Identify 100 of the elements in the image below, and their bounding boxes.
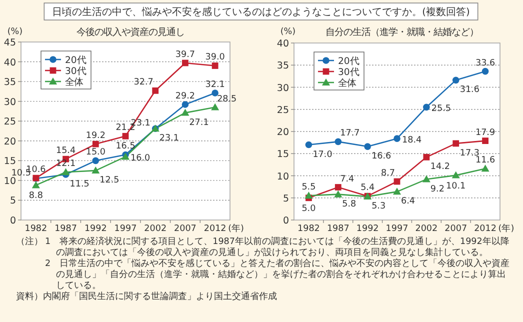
data-label: 15.0 (86, 148, 106, 158)
data-label: 28.5 (217, 94, 237, 104)
point (62, 168, 70, 176)
legend-label: 20代 (338, 56, 359, 67)
legend-label: 30代 (338, 67, 359, 78)
y-tick-label: 35 (4, 77, 16, 88)
data-label: 32.7 (134, 78, 154, 88)
point (393, 188, 401, 195)
text: （注） (16, 237, 43, 248)
y-tick-label: 5 (282, 193, 289, 204)
point (32, 181, 40, 188)
point (394, 135, 400, 142)
x-tick-label: 2012 (204, 224, 226, 234)
data-label: 39.0 (205, 52, 226, 63)
y-tick-label: 10 (276, 171, 289, 182)
text: 日頃の生活の中で、悩みや不安を感じているのはどのようなことについてですか。(複数回答) (52, 6, 470, 18)
point (212, 62, 218, 69)
data-label: 25.5 (431, 104, 452, 114)
y-tick-label: 20 (276, 127, 289, 138)
point (482, 68, 489, 75)
y-tick-label: 0 (282, 216, 289, 226)
point (182, 60, 188, 66)
data-label: 7.4 (340, 174, 355, 184)
data-label: 11.6 (475, 156, 496, 166)
point (92, 140, 99, 148)
y-tick-label: 20 (4, 136, 16, 148)
legend-label: 全体 (338, 78, 356, 89)
x-tick-label: 1987 (326, 224, 350, 234)
data-label: 23.1 (159, 134, 179, 144)
legend-label: 全体 (65, 77, 83, 88)
x-tick-label: 1987 (54, 224, 77, 234)
data-label: 12.5 (100, 176, 120, 186)
point (212, 90, 218, 96)
point (423, 104, 430, 111)
point (481, 164, 490, 172)
chart-title: 自分の生活（進学・就職・結婚など） (326, 27, 478, 38)
x-axis-title: (年) (498, 223, 514, 234)
data-label: 18.4 (402, 136, 422, 146)
y-tick-label: 30 (4, 96, 16, 108)
x-tick-label: 2002 (415, 224, 438, 234)
data-label: 16.5 (116, 142, 136, 152)
point (422, 175, 430, 182)
data-label: 15.4 (56, 146, 76, 156)
point (305, 141, 312, 148)
x-tick-label: 2007 (174, 224, 196, 234)
x-tick-label: 1997 (386, 224, 408, 234)
data-label: 5.0 (302, 204, 316, 214)
data-label: 29.2 (175, 92, 196, 102)
legend-label: 30代 (65, 66, 86, 77)
y-axis-title: (%) (7, 27, 23, 37)
data-label: 5.3 (372, 202, 386, 212)
legend-label: 20代 (65, 55, 86, 66)
point (452, 140, 460, 147)
data-label: 19.2 (86, 131, 106, 142)
data-label: 16.6 (372, 152, 392, 162)
chart-subtitle: 今後の収入や資産の見通し (76, 27, 184, 38)
point (452, 171, 460, 178)
x-tick-label: 2007 (444, 224, 468, 234)
text: 資料）内閣府「国民生活に関する世論調査」より国土交通省作成 (16, 292, 278, 303)
point (364, 143, 371, 150)
y-axis-title: (%) (280, 27, 296, 37)
y-tick-label: 15 (4, 156, 16, 168)
point (92, 166, 100, 174)
data-label: 39.7 (175, 50, 196, 60)
y-tick-label: 30 (276, 82, 289, 94)
y-tick-label: 10 (4, 176, 16, 187)
point (423, 154, 430, 160)
data-label: 31.6 (460, 85, 480, 96)
point (482, 138, 488, 144)
x-tick-label: 1992 (356, 224, 379, 234)
data-label: 32.1 (205, 80, 225, 90)
point (334, 190, 342, 198)
y-tick-label: 25 (4, 116, 16, 128)
text: 2 日常生活の中で「悩みや不安を感じている」と答えた者の割合に、悩みや不安の内容として「今後の収入や資産の見通し」「自分の生活（進学・就職・結婚など）」を挙げた者の割合をそれぞれかけ合わせることにより算出している。 (44, 259, 511, 292)
text: 1 将来の経済状況に関する項目として、1987年以前の調査においては「今後の生活費の見通し」が、1992年以降の調査においては「今後の収入や資産の見通し」が設けられており、両項目を同義と見なし集計している。 (45, 237, 510, 258)
data-label: 17.7 (340, 128, 360, 139)
data-label: 17.0 (312, 150, 333, 160)
data-label: 14.2 (430, 162, 450, 172)
point (92, 157, 100, 164)
data-label: 9.2 (430, 184, 444, 194)
data-label: 8.8 (28, 191, 43, 202)
data-label: 10.1 (446, 181, 466, 192)
x-tick-label: 1997 (114, 224, 137, 234)
y-tick-label: 0 (10, 216, 16, 226)
point (152, 87, 159, 94)
point (122, 132, 129, 140)
data-label: 5.8 (342, 199, 356, 210)
y-tick-label: 40 (4, 57, 16, 68)
y-tick-label: 35 (276, 60, 289, 72)
x-axis-title: (年) (228, 223, 244, 234)
data-label: 5.4 (360, 183, 375, 194)
point (304, 192, 313, 199)
point (334, 138, 342, 146)
x-tick-label: 2002 (144, 224, 167, 234)
data-label: 17.9 (475, 128, 496, 138)
point (182, 101, 189, 108)
data-label: 11.5 (70, 180, 90, 190)
point (334, 184, 342, 190)
x-tick-label: 1982 (298, 224, 320, 234)
y-tick-label: 5 (10, 196, 16, 207)
